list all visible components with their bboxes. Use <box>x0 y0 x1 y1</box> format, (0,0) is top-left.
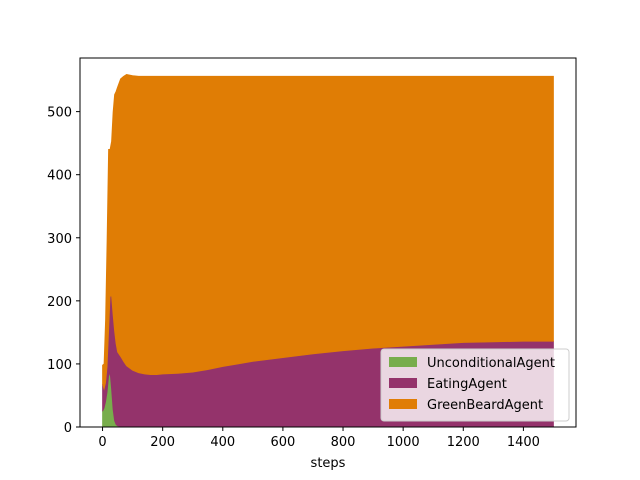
x-tick-label: 1000 <box>387 435 420 450</box>
legend-box <box>380 348 570 422</box>
x-tick-label: 800 <box>331 435 356 450</box>
plot-frame <box>79 57 577 428</box>
y-tick-label: 200 <box>47 295 72 310</box>
area-GreenBeardAgent <box>102 73 554 391</box>
x-axis: 0 200 400 600 800 1000 1200 1400 <box>98 427 540 450</box>
x-tick-label: 400 <box>210 435 235 450</box>
legend-label: EatingAgent <box>427 377 507 392</box>
y-tick-label: 0 <box>64 421 72 436</box>
x-tick-label: 0 <box>98 435 106 450</box>
legend-swatch <box>389 357 417 367</box>
x-tick-label: 1400 <box>507 435 540 450</box>
legend-label: UnconditionalAgent <box>427 356 555 371</box>
y-tick-label: 500 <box>47 106 72 121</box>
legend-label: GreenBeardAgent <box>427 398 543 413</box>
y-tick-label: 400 <box>47 169 72 184</box>
legend: UnconditionalAgent EatingAgent GreenBeardA… <box>380 348 570 422</box>
y-tick-label: 300 <box>47 232 72 247</box>
y-axis: 0 100 200 300 400 500 <box>47 106 80 436</box>
x-tick-label: 200 <box>150 435 175 450</box>
x-tick-label: 600 <box>270 435 295 450</box>
y-tick-label: 100 <box>47 358 72 373</box>
legend-swatch <box>389 378 417 388</box>
x-tick-label: 1200 <box>447 435 480 450</box>
legend-swatch <box>389 399 417 409</box>
x-axis-label: steps <box>311 456 346 471</box>
